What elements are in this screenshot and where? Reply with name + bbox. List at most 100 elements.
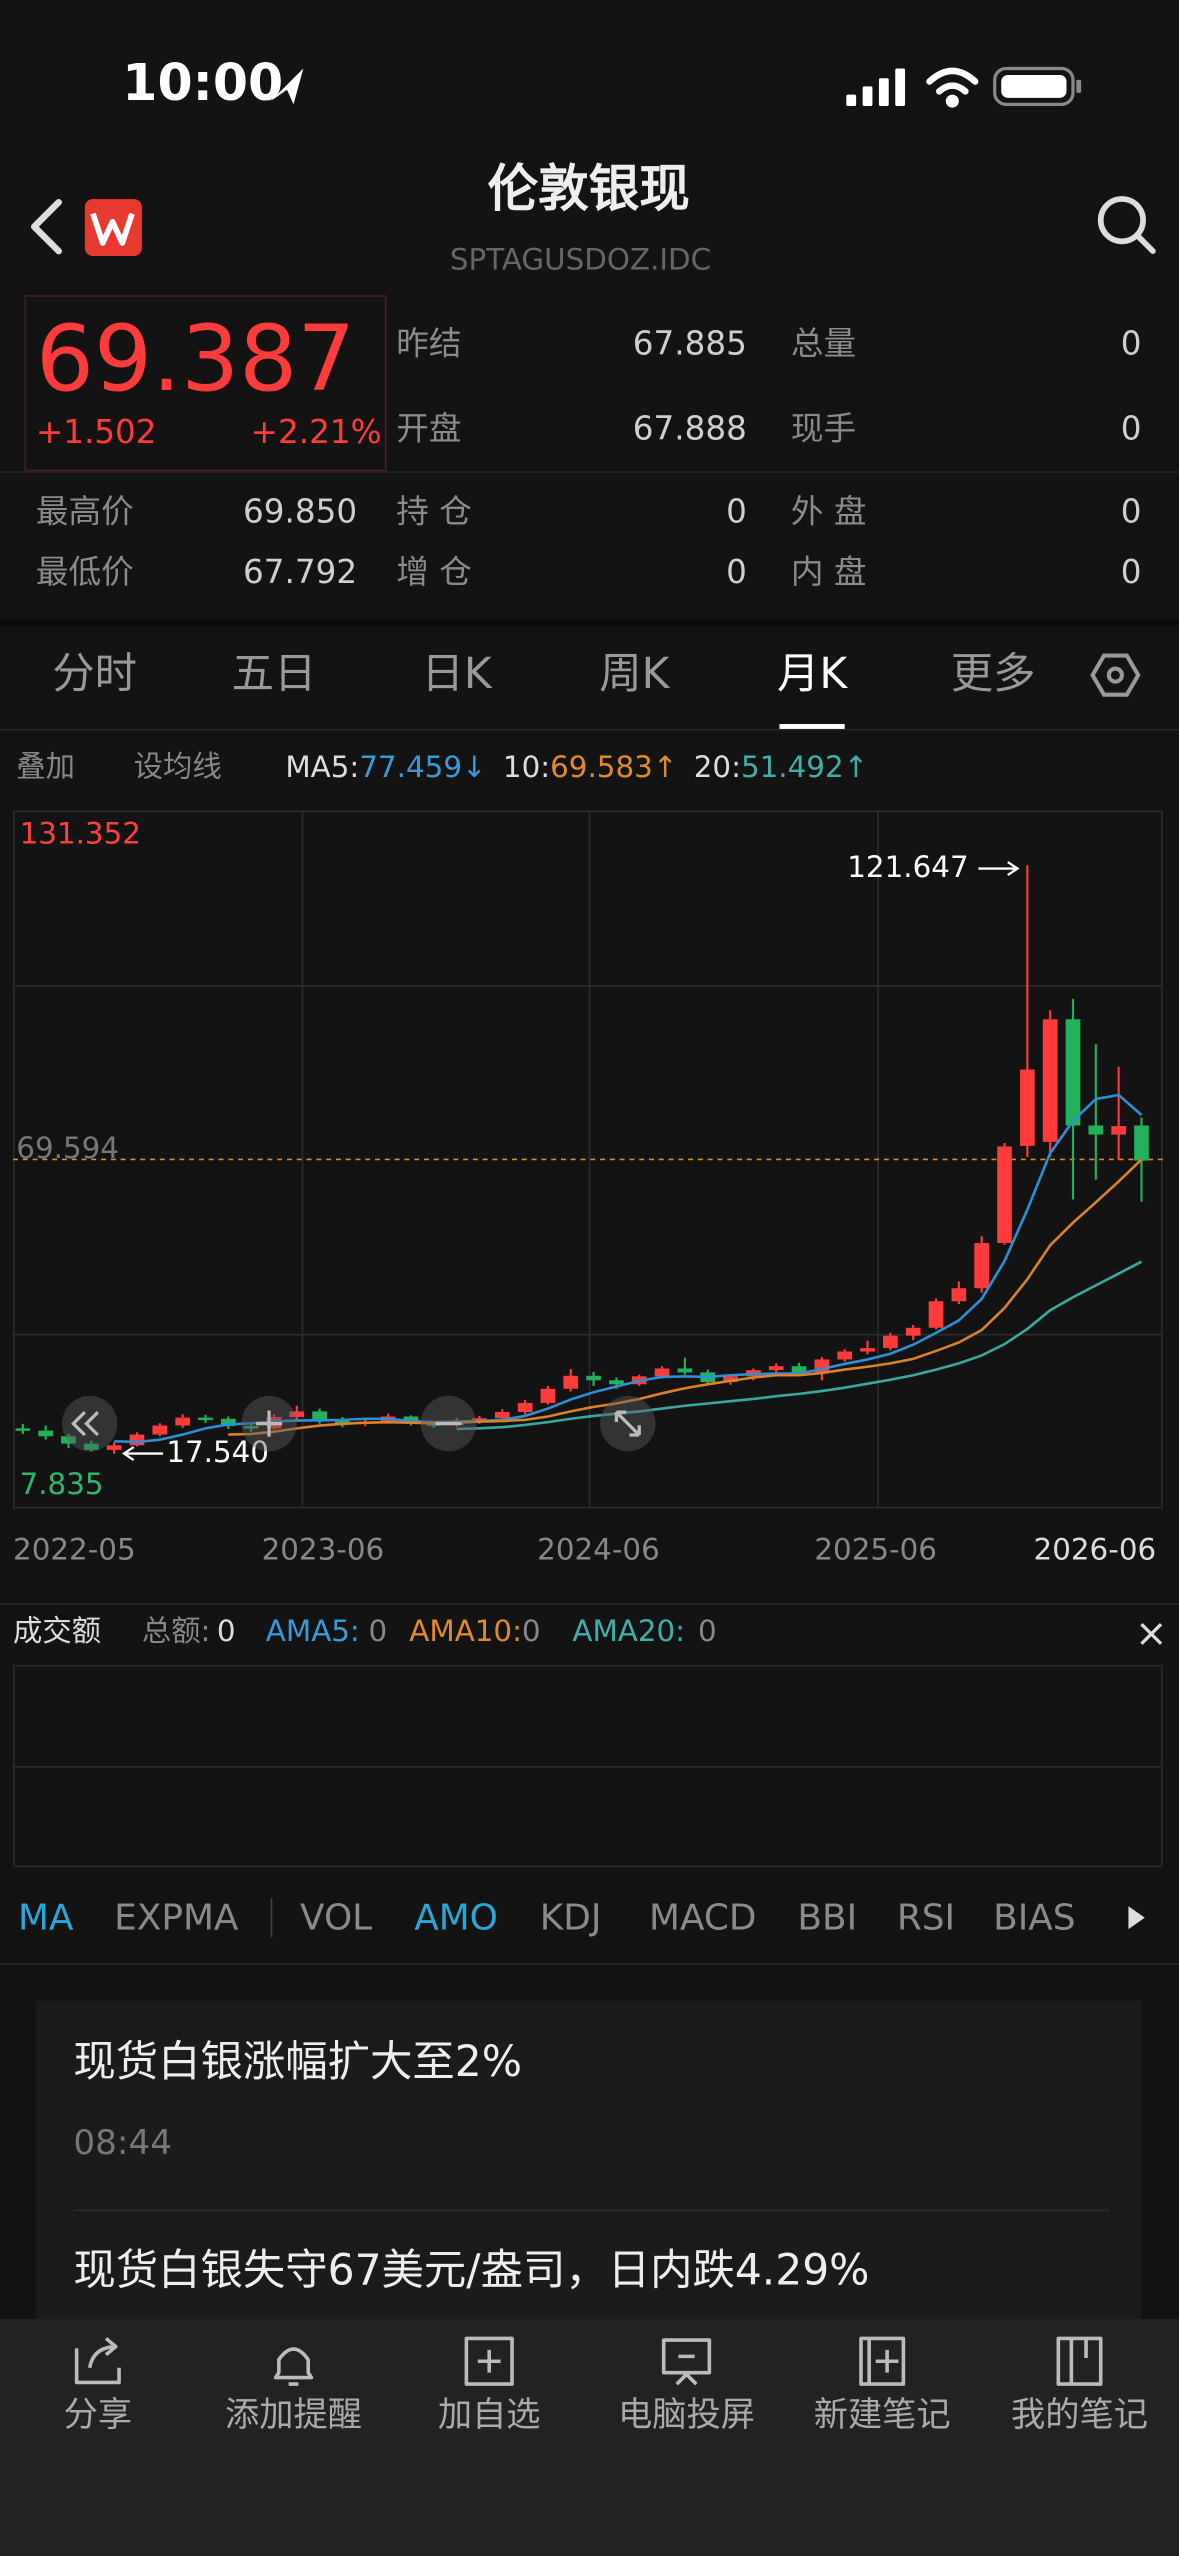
toolbar-icon[interactable]	[273, 2347, 314, 2386]
indicator-tab[interactable]: KDJ	[540, 1897, 602, 1938]
indicator-tab[interactable]: MACD	[649, 1897, 757, 1938]
indicator-tab[interactable]: EXPMA	[114, 1897, 239, 1938]
ma-trend: ↑	[653, 750, 678, 784]
volume-title: 成交额	[13, 1614, 101, 1648]
candle-body	[974, 1243, 990, 1289]
stat-value: 67.888	[633, 410, 747, 448]
candle-body	[312, 1411, 327, 1420]
volume-legend-label: AMA20:	[572, 1614, 685, 1648]
stat-label: 开盘	[396, 410, 461, 448]
set-ma-button[interactable]: 设均线	[134, 750, 222, 784]
tab-underline	[779, 724, 845, 729]
y-tick-label: 131.352	[20, 816, 141, 850]
settings-button[interactable]	[1090, 653, 1141, 697]
stat-value: 0	[726, 553, 747, 591]
stat-label: 总量	[791, 325, 856, 363]
candle-body	[1065, 1019, 1081, 1126]
news-title[interactable]: 现货白银涨幅扩大至2%	[73, 2037, 522, 2086]
period-tab[interactable]: 更多	[951, 649, 1036, 698]
candle-body	[517, 1402, 533, 1412]
news-card	[35, 2000, 1142, 2328]
toolbar-icon[interactable]	[464, 2336, 514, 2386]
candle-body	[586, 1375, 601, 1381]
candle-body	[243, 1426, 259, 1429]
stat-value: 69.850	[243, 493, 357, 531]
candle-body	[768, 1366, 784, 1371]
candle-body	[677, 1368, 693, 1373]
candle-body	[837, 1351, 853, 1360]
news-time: 08:44	[73, 2123, 172, 2163]
candle-body	[175, 1417, 190, 1426]
period-tab[interactable]: 周K	[599, 649, 670, 698]
indicator-tab[interactable]: BBI	[797, 1897, 857, 1938]
volume-legend-value: 0	[369, 1614, 388, 1648]
period-tab[interactable]: 五日	[232, 649, 317, 698]
chart-control-icon[interactable]	[256, 1410, 283, 1437]
instrument-code: SPTAGUSDOZ.IDC	[450, 242, 711, 276]
toolbar-label[interactable]: 加自选	[438, 2395, 541, 2435]
price-change: +1.502	[36, 413, 157, 451]
toolbar-label[interactable]: 电脑投屏	[618, 2395, 755, 2435]
back-button[interactable]	[30, 198, 62, 255]
indicator-tab[interactable]: VOL	[300, 1897, 372, 1938]
last-price: 69.387	[36, 305, 355, 412]
stat-label: 最低价	[36, 553, 134, 591]
stat-label: 现手	[791, 410, 856, 448]
candle-body	[289, 1411, 305, 1418]
chart-control-icon[interactable]	[614, 1410, 641, 1437]
toolbar-label[interactable]: 我的笔记	[1011, 2395, 1148, 2435]
chart-control-icon[interactable]	[71, 1411, 99, 1437]
ma-label: 20:	[694, 750, 741, 784]
close-volume[interactable]	[1140, 1623, 1163, 1645]
indicator-tab[interactable]: AMO	[414, 1897, 498, 1938]
candle-body	[1134, 1125, 1149, 1161]
toolbar-icon[interactable]	[1056, 2336, 1103, 2386]
candle-body	[723, 1376, 738, 1383]
stat-label: 增 仓	[396, 553, 472, 591]
price-change-pct: +2.21%	[251, 413, 382, 451]
candle-body	[791, 1366, 807, 1373]
stat-value: 0	[1121, 553, 1142, 591]
ma-legend: MA5:77.459↓ 10:69.583↑ 20:51.492↑	[285, 750, 868, 784]
candle-body	[883, 1335, 898, 1349]
x-tick-label: 2024-06	[537, 1532, 660, 1566]
toolbar-label[interactable]: 新建笔记	[814, 2395, 951, 2435]
candle-body	[83, 1443, 99, 1450]
candle-body	[38, 1430, 53, 1437]
toolbar-label[interactable]: 分享	[64, 2395, 132, 2435]
chart-control[interactable]	[61, 1395, 118, 1452]
news-title[interactable]: 现货白银失守67美元/盎司，日内跌4.29%	[73, 2246, 869, 2295]
stat-value: 0	[726, 493, 747, 531]
toolbar-icon[interactable]	[74, 2337, 121, 2385]
toolbar-label[interactable]: 添加提醒	[225, 2395, 362, 2435]
x-tick-label: 2023-06	[262, 1532, 385, 1566]
ma-value: 77.459	[359, 750, 462, 784]
ma-line	[114, 1093, 1143, 1444]
period-tab[interactable]: 月K	[777, 649, 848, 698]
battery-icon	[993, 66, 1082, 106]
period-tab[interactable]: 分时	[52, 649, 137, 698]
toolbar-icon[interactable]	[661, 2338, 712, 2386]
search-button[interactable]	[1097, 196, 1156, 254]
period-tab[interactable]: 日K	[422, 649, 493, 698]
candle-body	[928, 1301, 944, 1328]
ma-trend: ↓	[462, 750, 487, 784]
price-box	[24, 295, 387, 472]
stat-value: 0	[1121, 493, 1142, 531]
indicator-tab[interactable]: RSI	[897, 1897, 955, 1938]
candle-body	[61, 1436, 76, 1444]
overlay-button[interactable]: 叠加	[16, 750, 75, 784]
indicator-tab[interactable]: MA	[18, 1897, 74, 1938]
stat-value: 0	[1121, 410, 1142, 448]
stat-value: 67.792	[243, 553, 357, 591]
candle-body	[335, 1419, 350, 1424]
candle-body	[220, 1418, 236, 1427]
toolbar	[0, 2318, 1179, 2556]
candle-body	[997, 1146, 1012, 1244]
indicator-tab[interactable]: BIAS	[993, 1897, 1075, 1938]
toolbar-icon[interactable]	[859, 2336, 906, 2386]
more-indicators[interactable]	[1128, 1906, 1145, 1930]
